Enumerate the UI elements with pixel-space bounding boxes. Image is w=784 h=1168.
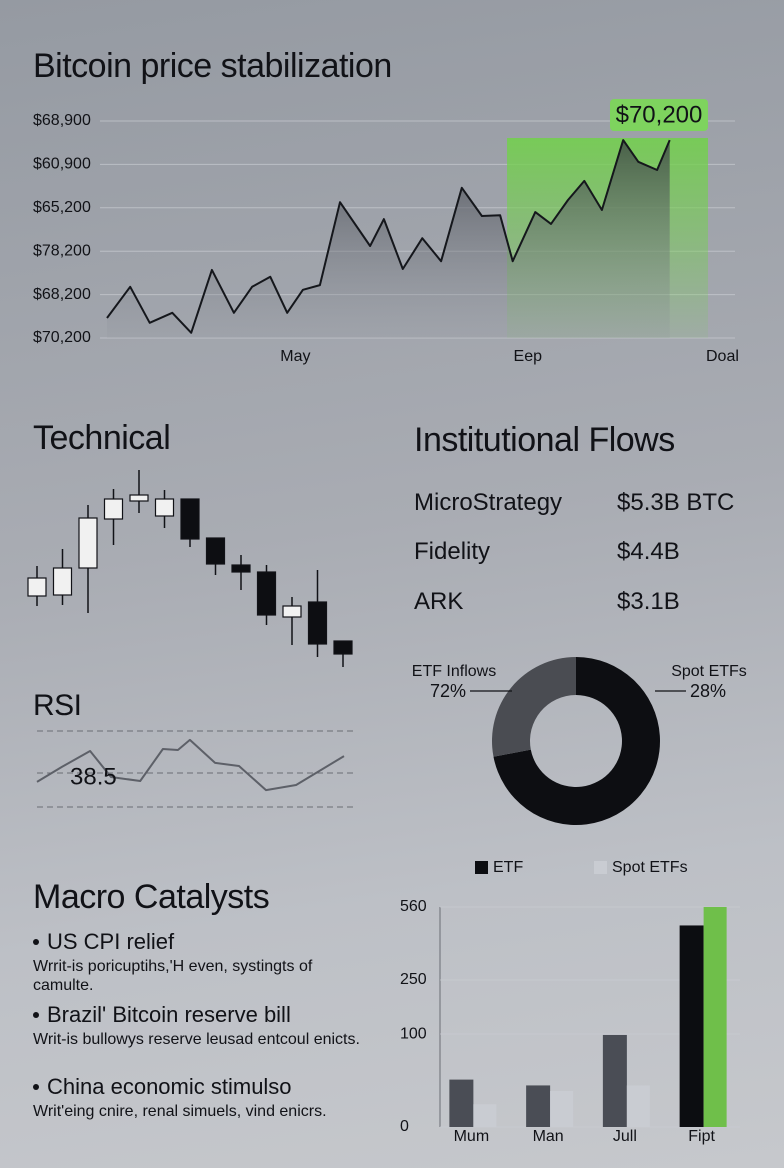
candle-body [154, 498, 175, 517]
candle-body [307, 601, 328, 645]
x-tick-label: Eep [514, 348, 543, 365]
candle-body [282, 605, 302, 618]
candle-body [52, 567, 73, 596]
line [36, 738, 345, 792]
macro-item-text: Writ'eing cnire, renal simuels, vind eni… [33, 1103, 327, 1120]
chart-title: Bitcoin price stabilization [33, 47, 392, 85]
x-tick-label: Fipt [688, 1128, 715, 1145]
macro-item-title: China economic stimulso [33, 1074, 363, 1100]
y-tick-label: $65,200 [33, 199, 91, 216]
candle-body [256, 571, 277, 616]
bar [550, 1090, 574, 1127]
x-tick-label: May [280, 348, 310, 365]
chart-title: RSI [33, 689, 82, 722]
bar [679, 925, 704, 1127]
candle-body [231, 564, 251, 573]
bar [449, 1079, 474, 1127]
flow-value: $3.1B [617, 588, 680, 615]
price-area [107, 140, 670, 338]
macro-item-text: Wrrit-is poricuptihs,'H even, systingts … [33, 958, 313, 994]
x-tick-label: Doal [706, 348, 739, 365]
y-tick-label: $60,900 [33, 156, 91, 173]
highlight-label-box [609, 99, 708, 131]
macro-title: Macro Catalysts [33, 878, 270, 916]
macro-item-title: Brazil' Bitcoin reserve bill [33, 1002, 363, 1028]
macro-item: Brazil' Bitcoin reserve bill Writ-is bul… [33, 1002, 363, 1049]
slice-name: ETF Inflows [412, 663, 496, 680]
donut-slice [493, 657, 661, 826]
y-tick-label: 0 [400, 1118, 409, 1135]
candle-body [180, 498, 200, 540]
x-tick-label: Mum [454, 1128, 490, 1145]
candle-body [78, 517, 98, 569]
candle-body [333, 640, 353, 655]
macro-item: China economic stimulso Writ'eing cnire,… [33, 1074, 363, 1121]
annotation: 38.5 [70, 763, 117, 790]
legend-label: ETF [493, 859, 523, 876]
flow-value: $4.4B [617, 538, 680, 565]
donut-slice [492, 657, 576, 757]
legend-swatch [475, 861, 488, 874]
macro-item: US CPI relief Wrrit-is poricuptihs,'H ev… [33, 929, 363, 995]
y-tick-label: $68,200 [33, 286, 91, 303]
candle-body [103, 498, 124, 520]
macro-item-title: US CPI relief [33, 929, 363, 955]
flow-value: $5.3B BTC [617, 489, 735, 516]
slice-name: Spot ETFs [671, 663, 747, 680]
chart-title: Technical [33, 419, 170, 457]
y-tick-label: 100 [400, 1025, 427, 1042]
slice-value: 72% [430, 681, 466, 701]
flow-name: ARK [414, 588, 464, 615]
candle-body [27, 577, 47, 597]
y-tick-label: $78,200 [33, 242, 91, 259]
bar [526, 1085, 551, 1127]
bar [703, 907, 727, 1127]
slice-value: 28% [690, 681, 726, 701]
flow-name: MicroStrategy [414, 489, 563, 516]
flow-name: Fidelity [414, 538, 491, 565]
y-tick-label: $70,200 [33, 329, 91, 346]
line [106, 139, 671, 334]
y-tick-label: 560 [400, 898, 427, 915]
flows-title: Institutional Flows [414, 421, 675, 459]
y-tick-label: $68,900 [33, 112, 91, 129]
bar [473, 1104, 497, 1127]
macro-item-text: Writ-is bullowys reserve leusad entcoul … [33, 1031, 360, 1048]
bar [626, 1085, 650, 1127]
legend-label: Spot ETFs [612, 859, 688, 876]
x-tick-label: Man [533, 1128, 564, 1145]
y-tick-label: 250 [400, 971, 427, 988]
candle-body [205, 537, 226, 565]
x-tick-label: Jull [613, 1128, 637, 1145]
legend-swatch [594, 861, 607, 874]
bar [602, 1034, 627, 1127]
candle-body [129, 494, 149, 502]
highlight-label: $70,200 [616, 101, 703, 128]
